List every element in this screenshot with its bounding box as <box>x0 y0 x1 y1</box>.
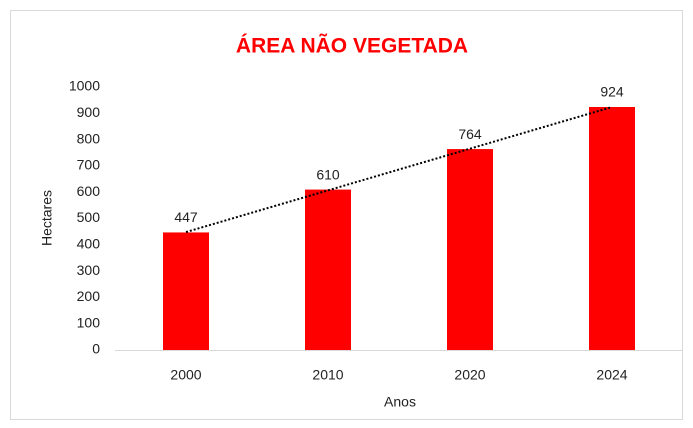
chart-title: ÁREA NÃO VEGETADA <box>236 35 468 58</box>
y-tick-label: 400 <box>77 236 101 252</box>
y-tick-label: 1000 <box>69 78 100 94</box>
data-label: 610 <box>316 166 340 182</box>
y-tick-label: 800 <box>77 130 101 146</box>
data-label: 764 <box>458 126 482 142</box>
x-axis-label: Anos <box>384 394 416 410</box>
y-axis-label: Hectares <box>39 190 55 246</box>
x-tick-label: 2024 <box>596 367 627 383</box>
x-tick-label: 2010 <box>312 367 343 383</box>
y-tick-label: 300 <box>77 262 101 278</box>
y-tick-label: 0 <box>92 341 100 357</box>
y-tick-label: 600 <box>77 183 101 199</box>
x-tick-label: 2000 <box>170 367 201 383</box>
bar <box>305 189 351 350</box>
y-tick-label: 900 <box>77 104 101 120</box>
bar <box>589 106 635 350</box>
data-label: 447 <box>174 209 198 225</box>
bar <box>447 149 493 350</box>
y-tick-label: 700 <box>77 157 101 173</box>
data-label: 924 <box>600 84 624 100</box>
y-tick-label: 100 <box>77 314 101 330</box>
bar <box>163 232 209 350</box>
y-tick-label: 500 <box>77 209 101 225</box>
x-tick-label: 2020 <box>454 367 485 383</box>
trendline <box>185 106 613 234</box>
y-tick-label: 200 <box>77 288 101 304</box>
